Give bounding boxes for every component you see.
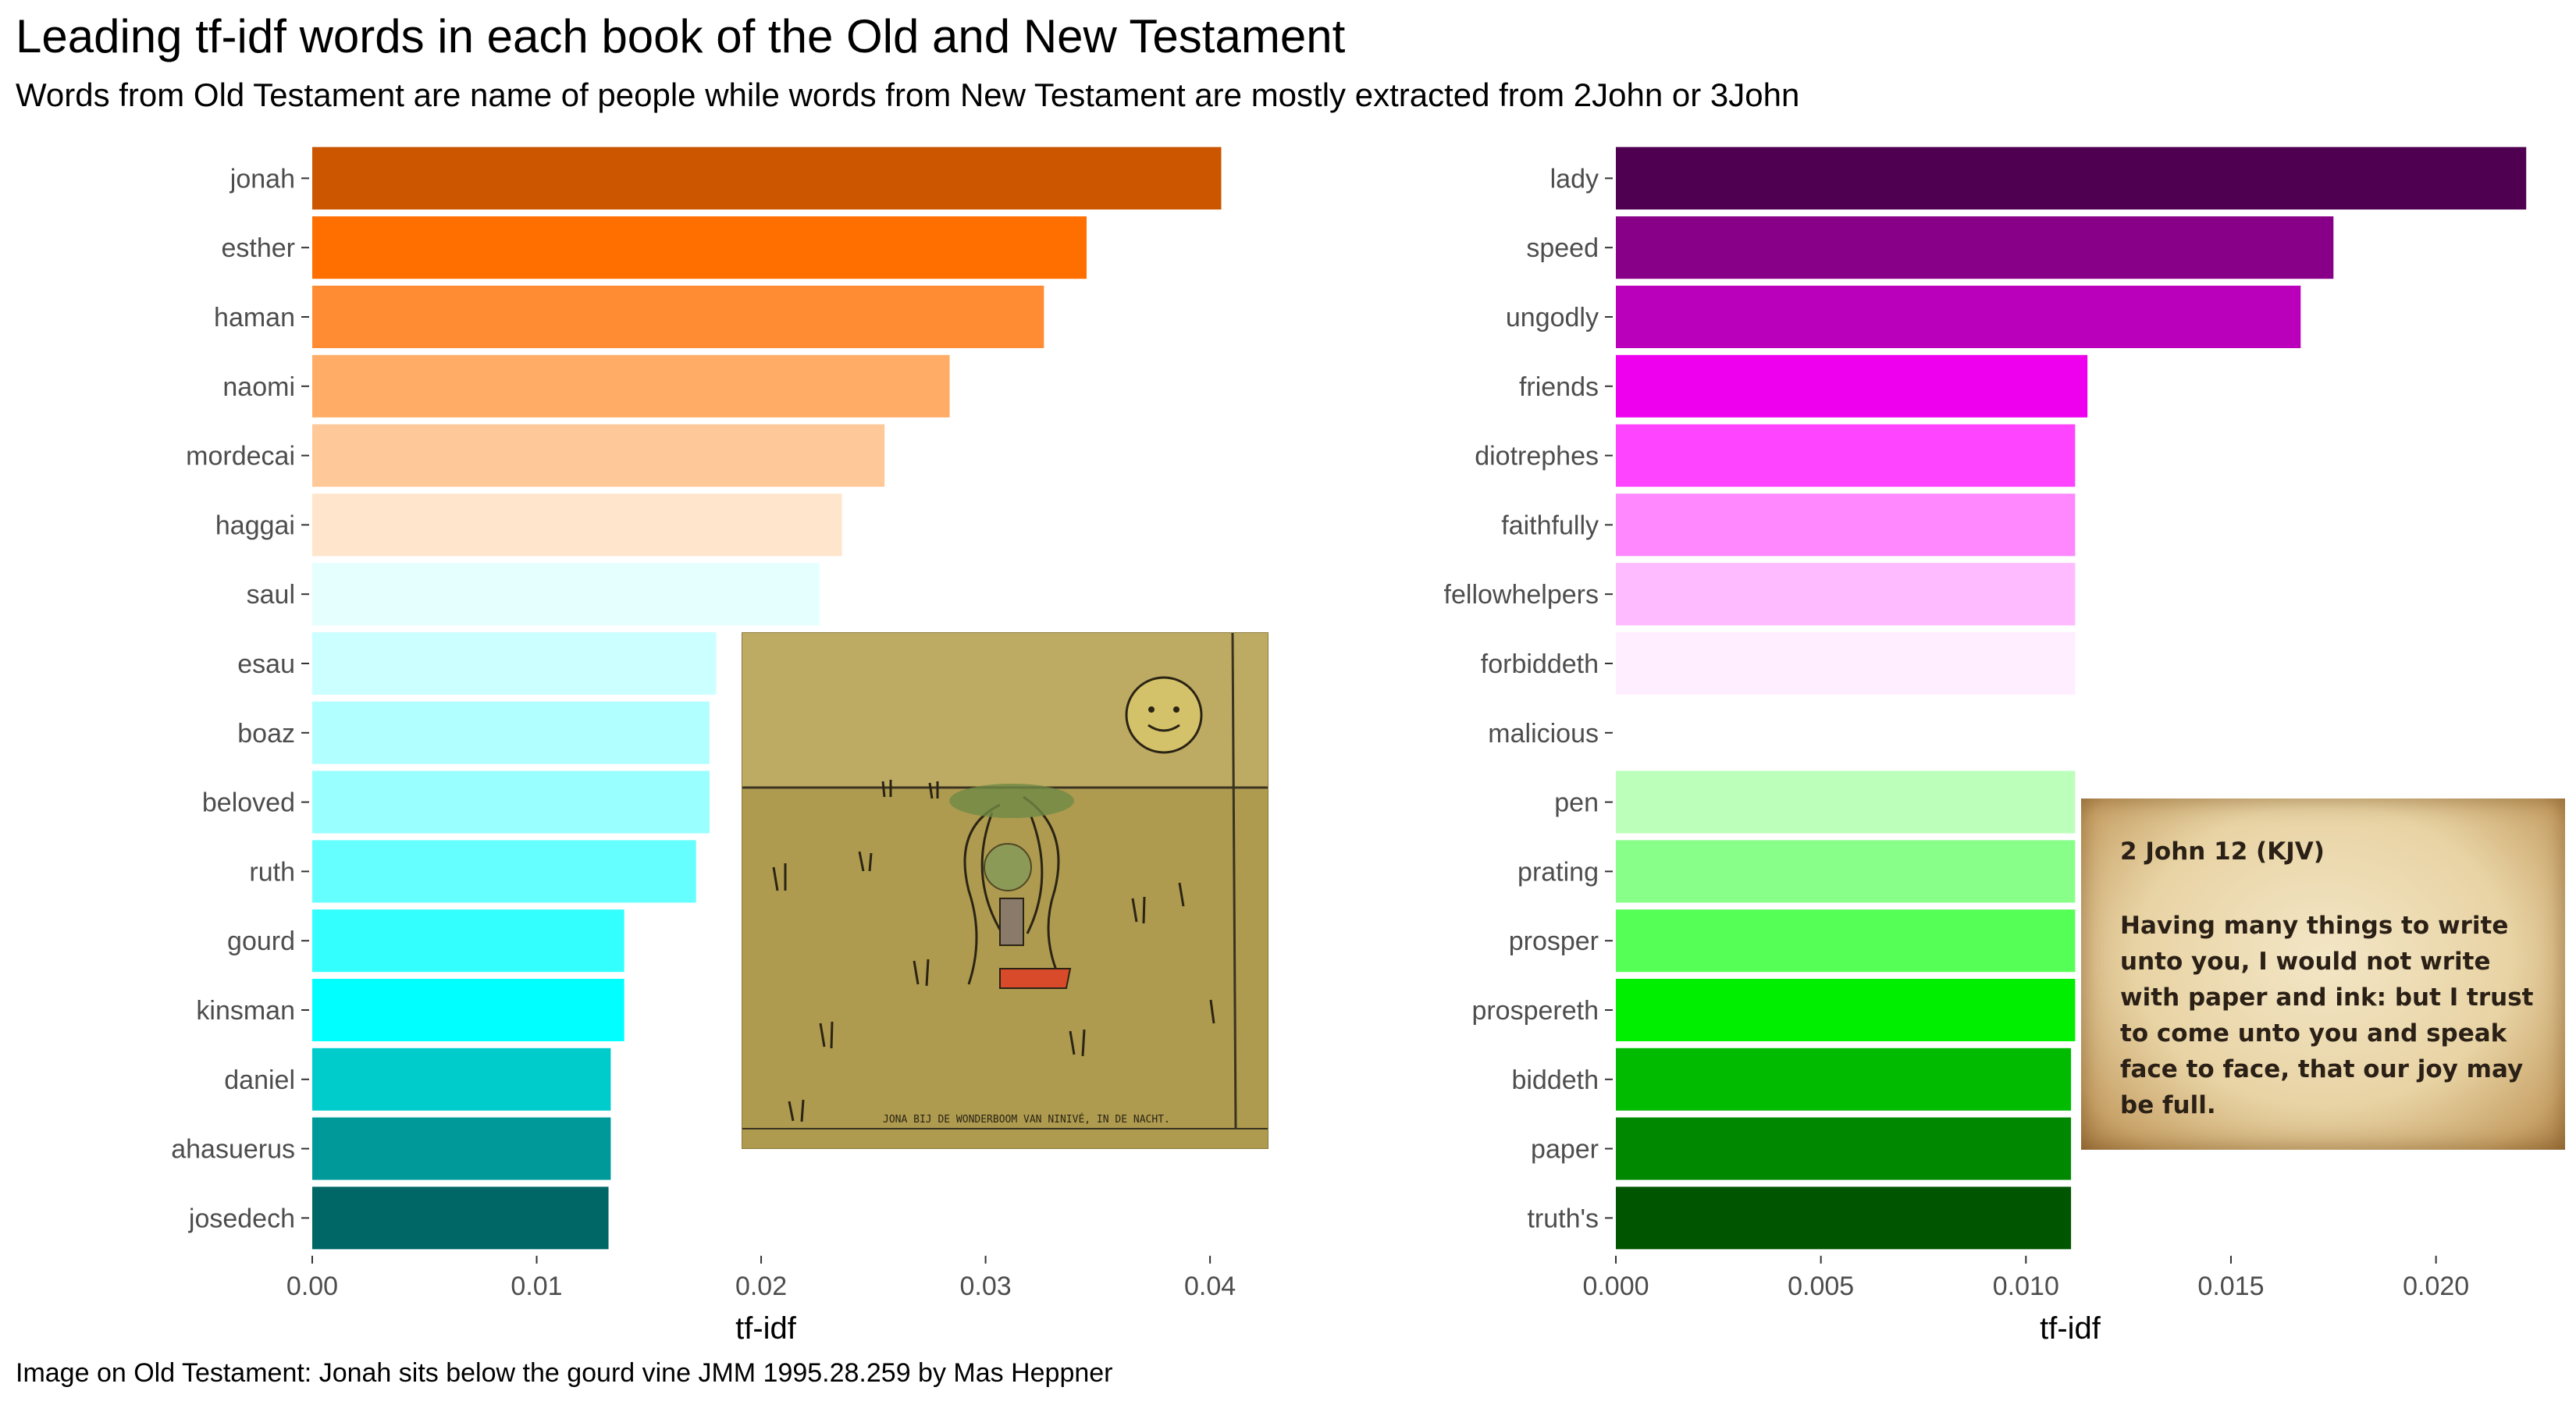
y-tick-label: prosper [1509, 927, 1599, 956]
bar-ungodly [1616, 286, 2301, 348]
y-tick-label: pen [1554, 788, 1599, 818]
y-tick-label: mordecai [186, 442, 295, 471]
y-tick-label: kinsman [196, 996, 295, 1026]
bar-boaz [312, 701, 710, 764]
y-tick-label: friends [1519, 372, 1599, 402]
y-tick-label: haman [214, 303, 295, 333]
y-tick-label: haggai [215, 510, 295, 540]
y-tick-label: esther [222, 233, 296, 263]
x-tick-label: 0.01 [511, 1272, 562, 1301]
y-tick-label: ruth [249, 857, 295, 887]
bar-mordecai [312, 424, 885, 487]
bar-forbiddeth [1616, 632, 2076, 695]
bar-paper [1616, 1117, 2072, 1180]
x-tick-label: 0.02 [735, 1272, 787, 1301]
y-tick-label: saul [247, 580, 295, 610]
y-tick-label: gourd [227, 927, 295, 956]
bar-fellowhelpers [1616, 563, 2076, 626]
chart-caption: Image on Old Testament: Jonah sits below… [16, 1358, 1113, 1388]
y-tick-label: faithfully [1501, 510, 1599, 540]
y-tick-label: ungodly [1506, 303, 1599, 333]
old-testament-panel: jonah esther haman naomi mordecai haggai saul e… [171, 147, 1236, 1346]
x-tick-label: 0.000 [1582, 1272, 1649, 1301]
bar-biddeth [1616, 1048, 2072, 1111]
bar-diotrephes [1616, 424, 2076, 487]
y-tick-label: esau [237, 649, 295, 679]
y-tick-label: naomi [222, 372, 295, 402]
bar-esau [312, 632, 717, 695]
bar-ahasuerus [312, 1117, 611, 1180]
y-tick-label: fellowhelpers [1444, 580, 1599, 610]
x-axis-label: tf-idf [2040, 1311, 2101, 1346]
x-tick-label: 0.010 [1993, 1272, 2059, 1301]
y-tick-label: jonah [229, 164, 295, 194]
y-tick-label: boaz [237, 719, 295, 749]
bar-prospereth [1616, 979, 2076, 1041]
verse-text: Having many things to write unto you, I … [2120, 912, 2534, 1119]
bar-pen [1616, 770, 2076, 834]
bar-prating [1616, 840, 2076, 903]
chart-subtitle: Words from Old Testament are name of peo… [16, 76, 1800, 113]
bar-kinsman [312, 979, 624, 1041]
bar-truth's [1616, 1186, 2072, 1250]
bar-speed [1616, 216, 2334, 279]
x-tick-label: 0.015 [2197, 1272, 2264, 1301]
bar-prosper [1616, 909, 2076, 973]
y-tick-label: lady [1550, 164, 1599, 194]
y-tick-label: biddeth [1511, 1065, 1599, 1095]
bar-friends [1616, 354, 2088, 418]
y-tick-label: daniel [224, 1065, 295, 1095]
y-tick-label: malicious [1488, 719, 1599, 749]
y-tick-label: diotrephes [1475, 442, 1599, 471]
bar-naomi [312, 354, 950, 418]
verse-title: 2 John 12 (KJV) [2120, 838, 2325, 866]
new-testament-panel: lady speed ungodly friends diotrephes faithfu… [1444, 147, 2527, 1346]
y-tick-label: truth's [1527, 1204, 1599, 1233]
y-tick-label: speed [1526, 233, 1599, 263]
bar-beloved [312, 770, 710, 834]
y-tick-label: prating [1517, 857, 1599, 887]
bar-malicious [1616, 701, 2076, 764]
bar-lady [1616, 147, 2527, 210]
y-tick-label: josedech [188, 1204, 295, 1233]
bar-josedech [312, 1186, 609, 1250]
bar-haman [312, 286, 1044, 348]
bar-gourd [312, 909, 624, 973]
jonah-painting-image: JONA BIJ DE WONDERBOOM VAN NINIVÉ, IN DE… [742, 632, 1268, 1149]
bar-faithfully [1616, 493, 2076, 557]
bar-haggai [312, 493, 842, 557]
x-axis-label: tf-idf [735, 1311, 797, 1346]
y-tick-label: forbiddeth [1481, 649, 1599, 679]
y-tick-label: ahasuerus [171, 1135, 295, 1165]
chart-title: Leading tf-idf words in each book of the… [16, 10, 1346, 62]
y-tick-label: paper [1531, 1135, 1599, 1165]
bar-ruth [312, 840, 696, 903]
x-tick-label: 0.03 [959, 1272, 1011, 1301]
bar-jonah [312, 147, 1222, 210]
y-tick-label: beloved [202, 788, 295, 818]
verse-card: 2 John 12 (KJV) Having many things to wr… [2081, 799, 2565, 1150]
bar-esther [312, 216, 1087, 279]
bar-daniel [312, 1048, 611, 1111]
x-tick-label: 0.04 [1184, 1272, 1236, 1301]
x-tick-label: 0.020 [2403, 1272, 2469, 1301]
x-tick-label: 0.005 [1788, 1272, 1854, 1301]
x-tick-label: 0.00 [286, 1272, 338, 1301]
y-tick-label: prospereth [1471, 996, 1599, 1026]
painting-inscription: JONA BIJ DE WONDERBOOM VAN NINIVÉ, IN DE… [883, 1113, 1170, 1126]
bar-saul [312, 563, 820, 626]
